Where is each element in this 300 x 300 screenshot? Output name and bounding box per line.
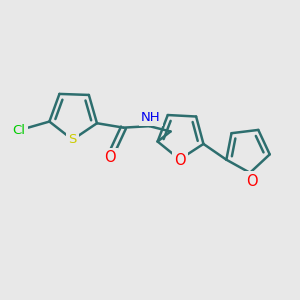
Text: O: O	[104, 151, 116, 166]
Text: O: O	[246, 173, 257, 188]
Text: Cl: Cl	[13, 124, 26, 137]
Text: O: O	[174, 153, 185, 168]
Text: S: S	[68, 133, 77, 146]
Text: NH: NH	[141, 111, 161, 124]
